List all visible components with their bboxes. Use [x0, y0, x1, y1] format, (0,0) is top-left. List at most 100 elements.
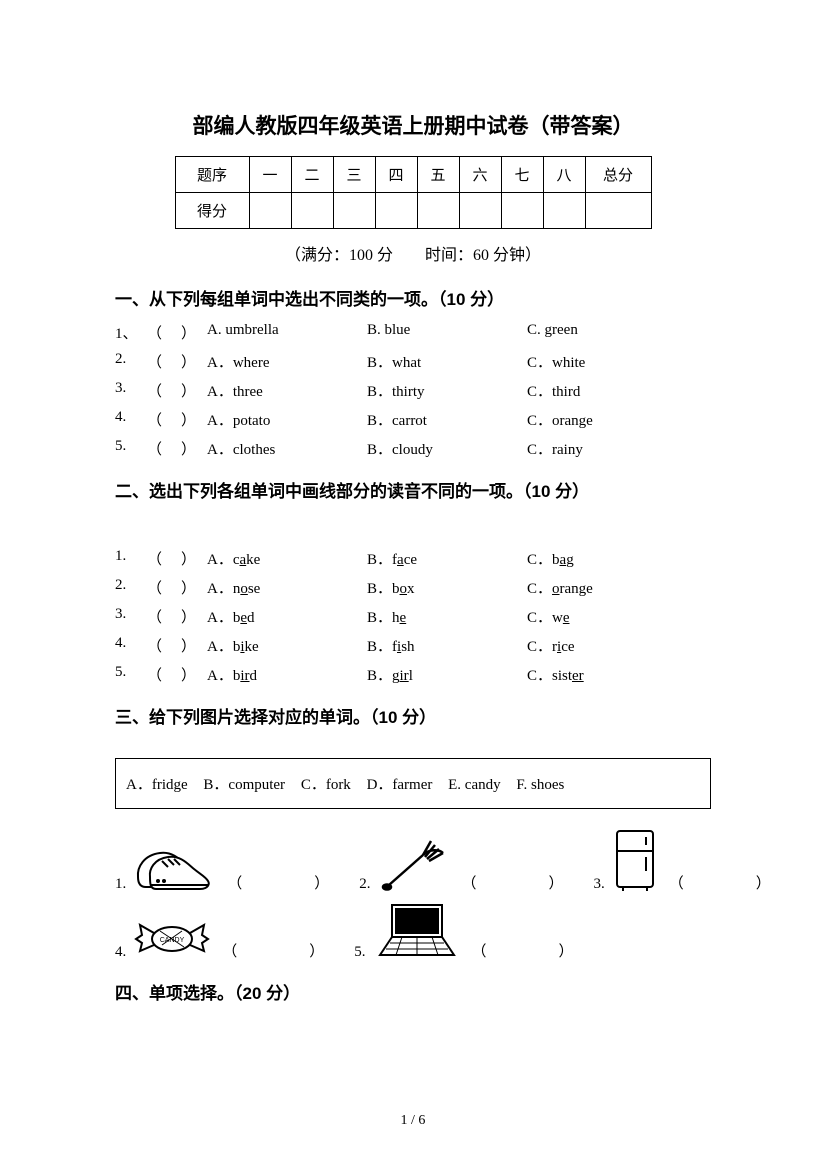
option-a: A．potato [207, 409, 367, 430]
option-c: C．bag [527, 548, 667, 569]
question-row: 2.（ ）A．whereB．whatC．white [115, 351, 711, 372]
candy-icon: CANDY [132, 917, 212, 961]
answer-blank: （ ） [222, 940, 338, 961]
word-opt-e: E. candy [448, 777, 500, 793]
option-c: C．rice [527, 635, 667, 656]
img-q-2-num: 2. [359, 876, 370, 893]
option-a: A．where [207, 351, 367, 372]
option-b: B．thirty [367, 380, 527, 401]
score-cell [459, 193, 501, 229]
section-1-heading: 一、从下列每组单词中选出不同类的一项。（10 分） [115, 285, 711, 310]
q-num: 5. [115, 438, 147, 459]
score-total-label: 总分 [585, 157, 651, 193]
option-b: B．what [367, 351, 527, 372]
q-num: 1. [115, 548, 147, 569]
q-num: 4. [115, 409, 147, 430]
option-b: B．he [367, 606, 527, 627]
answer-blank: （ ） [147, 577, 207, 598]
answer-blank: （ ） [147, 322, 207, 343]
page-number: 1 / 6 [0, 1113, 826, 1129]
option-c: C．we [527, 606, 667, 627]
option-c: C．third [527, 380, 667, 401]
section-2-heading: 二、选出下列各组单词中画线部分的读音不同的一项。（10 分） [115, 477, 711, 502]
answer-blank: （ ） [669, 872, 785, 893]
word-opt-a: A．fridge [126, 777, 188, 793]
score-col-3: 三 [333, 157, 375, 193]
answer-blank: （ ） [147, 438, 207, 459]
section-3-heading: 三、给下列图片选择对应的单词。（10 分） [115, 703, 711, 728]
q-num: 3. [115, 380, 147, 401]
word-opt-b: B．computer [203, 777, 285, 793]
score-cell [249, 193, 291, 229]
option-b: B．face [367, 548, 527, 569]
option-a: A．bird [207, 664, 367, 685]
section-2-list: 1.（ ）A．cakeB．faceC．bag2.（ ）A．noseB．boxC．… [115, 548, 711, 685]
score-col-4: 四 [375, 157, 417, 193]
option-a: A．clothes [207, 438, 367, 459]
answer-blank: （ ） [147, 606, 207, 627]
section-4-heading: 四、单项选择。（20 分） [115, 979, 711, 1004]
option-c: C．white [527, 351, 667, 372]
section-1-list: 1、（ ）A. umbrellaB. blueC. green2.（ ）A．wh… [115, 322, 711, 459]
option-a: A．nose [207, 577, 367, 598]
score-col-1: 一 [249, 157, 291, 193]
q-num: 2. [115, 351, 147, 372]
option-c: C. green [527, 322, 667, 343]
question-row: 3.（ ）A．threeB．thirtyC．third [115, 380, 711, 401]
score-table: 题序 一 二 三 四 五 六 七 八 总分 得分 [175, 156, 652, 229]
option-c: C．sister [527, 664, 667, 685]
answer-blank: （ ） [147, 351, 207, 372]
q-num: 2. [115, 577, 147, 598]
option-b: B．box [367, 577, 527, 598]
score-col-7: 七 [501, 157, 543, 193]
q-num: 3. [115, 606, 147, 627]
answer-blank: （ ） [147, 380, 207, 401]
score-header-label: 题序 [175, 157, 249, 193]
score-cell [333, 193, 375, 229]
score-col-5: 五 [417, 157, 459, 193]
image-row-1: 1. （ ） 2. [115, 827, 711, 893]
exam-info: （满分：100 分 时间：60 分钟） [115, 241, 711, 265]
img-q-1-num: 1. [115, 876, 126, 893]
question-row: 4.（ ）A．potatoB．carrotC．orange [115, 409, 711, 430]
answer-blank: （ ） [462, 872, 578, 893]
question-row: 5.（ ）A．birdB．girlC．sister [115, 664, 711, 685]
score-cell [375, 193, 417, 229]
word-opt-f: F. shoes [516, 777, 564, 793]
word-opt-c: C．fork [301, 777, 351, 793]
q-num: 5. [115, 664, 147, 685]
score-cell [501, 193, 543, 229]
answer-blank: （ ） [227, 872, 343, 893]
option-c: C．orange [527, 577, 667, 598]
score-cell [585, 193, 651, 229]
option-b: B．cloudy [367, 438, 527, 459]
option-c: C．rainy [527, 438, 667, 459]
option-a: A. umbrella [207, 322, 367, 343]
option-b: B．carrot [367, 409, 527, 430]
option-b: B．fish [367, 635, 527, 656]
score-cell [291, 193, 333, 229]
score-cell [417, 193, 459, 229]
option-a: A．bed [207, 606, 367, 627]
score-col-8: 八 [543, 157, 585, 193]
option-a: A．cake [207, 548, 367, 569]
score-row2-label: 得分 [175, 193, 249, 229]
answer-blank: （ ） [147, 548, 207, 569]
img-q-4-num: 4. [115, 944, 126, 961]
fridge-icon [611, 827, 659, 893]
question-row: 1、（ ）A. umbrellaB. blueC. green [115, 322, 711, 343]
score-cell [543, 193, 585, 229]
answer-blank: （ ） [147, 409, 207, 430]
answer-blank: （ ） [472, 940, 588, 961]
fork-icon [377, 835, 452, 893]
img-q-5-num: 5. [354, 944, 365, 961]
question-row: 2.（ ）A．noseB．boxC．orange [115, 577, 711, 598]
img-q-3-num: 3. [594, 876, 605, 893]
score-col-2: 二 [291, 157, 333, 193]
laptop-icon [372, 899, 462, 961]
image-row-2: 4. CANDY （ ） 5. [115, 899, 711, 961]
word-opt-d: D．farmer [367, 777, 433, 793]
option-a: A．bike [207, 635, 367, 656]
shoes-icon [132, 837, 217, 893]
answer-blank: （ ） [147, 664, 207, 685]
